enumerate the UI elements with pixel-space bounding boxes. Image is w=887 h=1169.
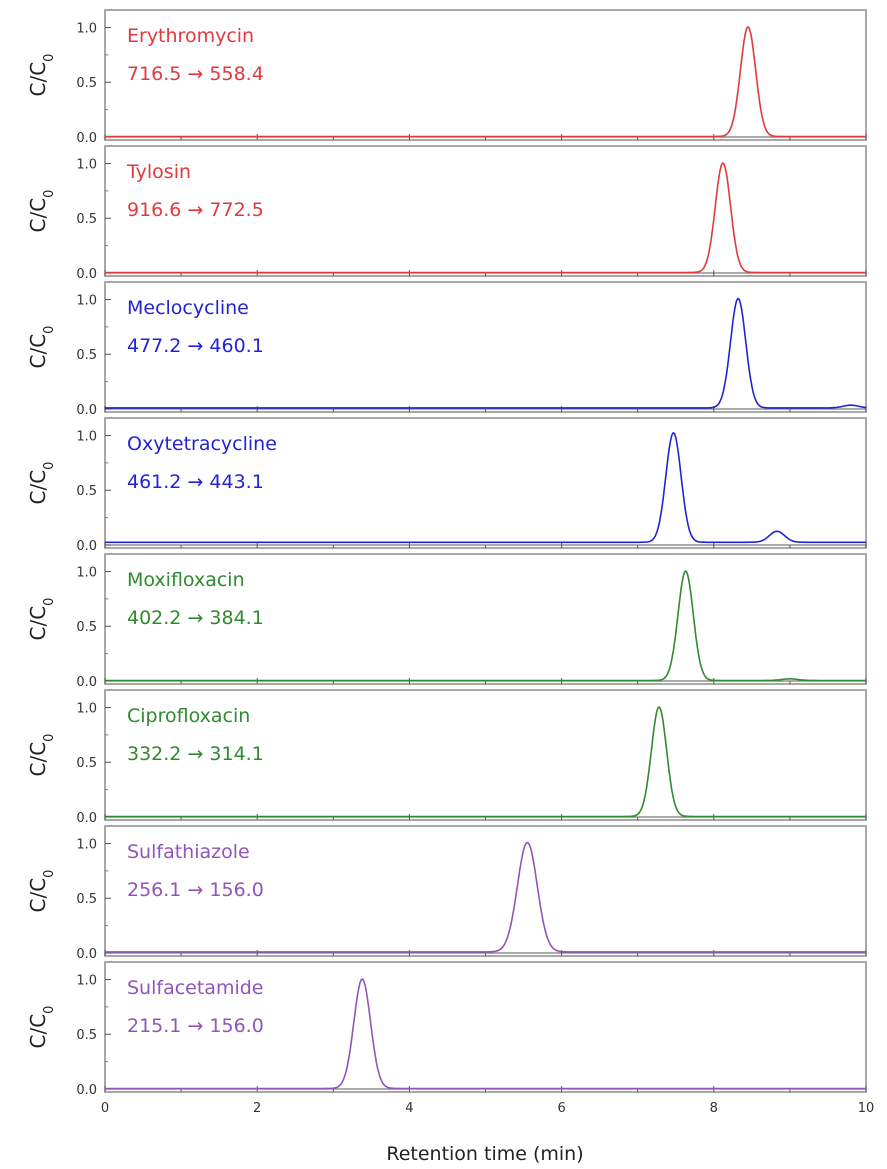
x-tick-label: 6: [557, 1101, 565, 1116]
panel-erythromycin: 0.0 0.5 1.0 C/C0 Erythromycin 716.5 → 558.4: [26, 9, 867, 146]
y-tick-label: 0.5: [76, 212, 97, 227]
compound-name: Oxytetracycline: [127, 433, 277, 455]
y-tick-label: 0.0: [76, 675, 97, 690]
y-axis-label: C/C0: [26, 1006, 57, 1049]
y-axis-label: C/C0: [26, 190, 57, 233]
y-tick-label: 1.0: [76, 973, 97, 988]
mrm-transition: 477.2 → 460.1: [127, 335, 264, 357]
mrm-transition: 332.2 → 314.1: [127, 743, 264, 765]
compound-name: Erythromycin: [127, 25, 254, 47]
compound-name: Sulfathiazole: [127, 841, 250, 863]
x-tick-label: 4: [405, 1101, 413, 1116]
panel-moxifloxacin: 0.0 0.5 1.0 C/C0 Moxifloxacin 402.2 → 384.1: [26, 553, 867, 690]
y-axis-label: C/C0: [26, 326, 57, 369]
mrm-transition: 716.5 → 558.4: [127, 63, 264, 85]
panel-sulfacetamide: 0.0 0.5 1.0 C/C0 Sulfacetamide 215.1 → 156.0: [26, 961, 867, 1098]
compound-name: Sulfacetamide: [127, 977, 263, 999]
y-tick-label: 0.5: [76, 756, 97, 771]
panel-meclocycline: 0.0 0.5 1.0 C/C0 Meclocycline 477.2 → 460.1: [26, 281, 867, 418]
y-tick-label: 0.5: [76, 1028, 97, 1043]
y-tick-label: 1.0: [76, 293, 97, 308]
y-tick-label: 1.0: [76, 429, 97, 444]
y-tick-label: 1.0: [76, 837, 97, 852]
panel-tylosin: 0.0 0.5 1.0 C/C0 Tylosin 916.6 → 772.5: [26, 145, 867, 282]
y-tick-label: 1.0: [76, 565, 97, 580]
panel-ciprofloxacin: 0.0 0.5 1.0 C/C0 Ciprofloxacin 332.2 → 314.1: [26, 689, 867, 826]
x-tick-label: 10: [858, 1101, 875, 1116]
y-axis-label: C/C0: [26, 462, 57, 505]
x-axis-label: Retention time (min): [386, 1143, 583, 1165]
compound-name: Meclocycline: [127, 297, 249, 319]
y-axis-label: C/C0: [26, 598, 57, 641]
y-axis-label: C/C0: [26, 54, 57, 97]
trace-sulfacetamide: [105, 978, 866, 1090]
y-axis-label: C/C0: [26, 734, 57, 777]
compound-name: Ciprofloxacin: [127, 705, 250, 727]
y-tick-label: 0.5: [76, 484, 97, 499]
y-tick-label: 0.5: [76, 76, 97, 91]
trace-moxifloxacin: [105, 570, 866, 682]
y-tick-label: 0.0: [76, 947, 97, 962]
trace-meclocycline: [105, 297, 867, 409]
x-tick-label: 2: [253, 1101, 261, 1116]
y-axis-label: C/C0: [26, 870, 57, 913]
panel-sulfathiazole: 0.0 0.5 1.0 C/C0 Sulfathiazole 256.1 → 156.0: [26, 825, 867, 962]
mrm-transition: 916.6 → 772.5: [127, 199, 264, 221]
mrm-transition: 402.2 → 384.1: [127, 607, 264, 629]
y-tick-label: 0.5: [76, 620, 97, 635]
trace-sulfathiazole: [105, 841, 866, 953]
y-tick-label: 0.5: [76, 892, 97, 907]
mrm-transition: 215.1 → 156.0: [127, 1015, 264, 1037]
mrm-transition: 256.1 → 156.0: [127, 879, 264, 901]
y-tick-label: 0.0: [76, 131, 97, 146]
y-tick-label: 1.0: [76, 157, 97, 172]
mrm-transition: 461.2 → 443.1: [127, 471, 264, 493]
compound-name: Moxifloxacin: [127, 569, 245, 591]
compound-name: Tylosin: [126, 161, 191, 183]
y-tick-label: 0.0: [76, 1083, 97, 1098]
y-tick-label: 0.5: [76, 348, 97, 363]
trace-tylosin: [105, 162, 866, 274]
panel-oxytetracycline: 0.0 0.5 1.0 C/C0 Oxytetracycline 461.2 → 443.…: [26, 417, 867, 554]
trace-ciprofloxacin: [105, 706, 866, 818]
y-tick-label: 0.0: [76, 811, 97, 826]
y-tick-label: 1.0: [76, 701, 97, 716]
y-tick-label: 1.0: [76, 21, 97, 36]
y-tick-label: 0.0: [76, 403, 97, 418]
trace-erythromycin: [105, 26, 866, 138]
x-tick-label: 8: [710, 1101, 718, 1116]
x-tick-label: 0: [101, 1101, 109, 1116]
trace-oxytetracycline: [105, 431, 866, 544]
y-tick-label: 0.0: [76, 267, 97, 282]
y-tick-label: 0.0: [76, 539, 97, 554]
